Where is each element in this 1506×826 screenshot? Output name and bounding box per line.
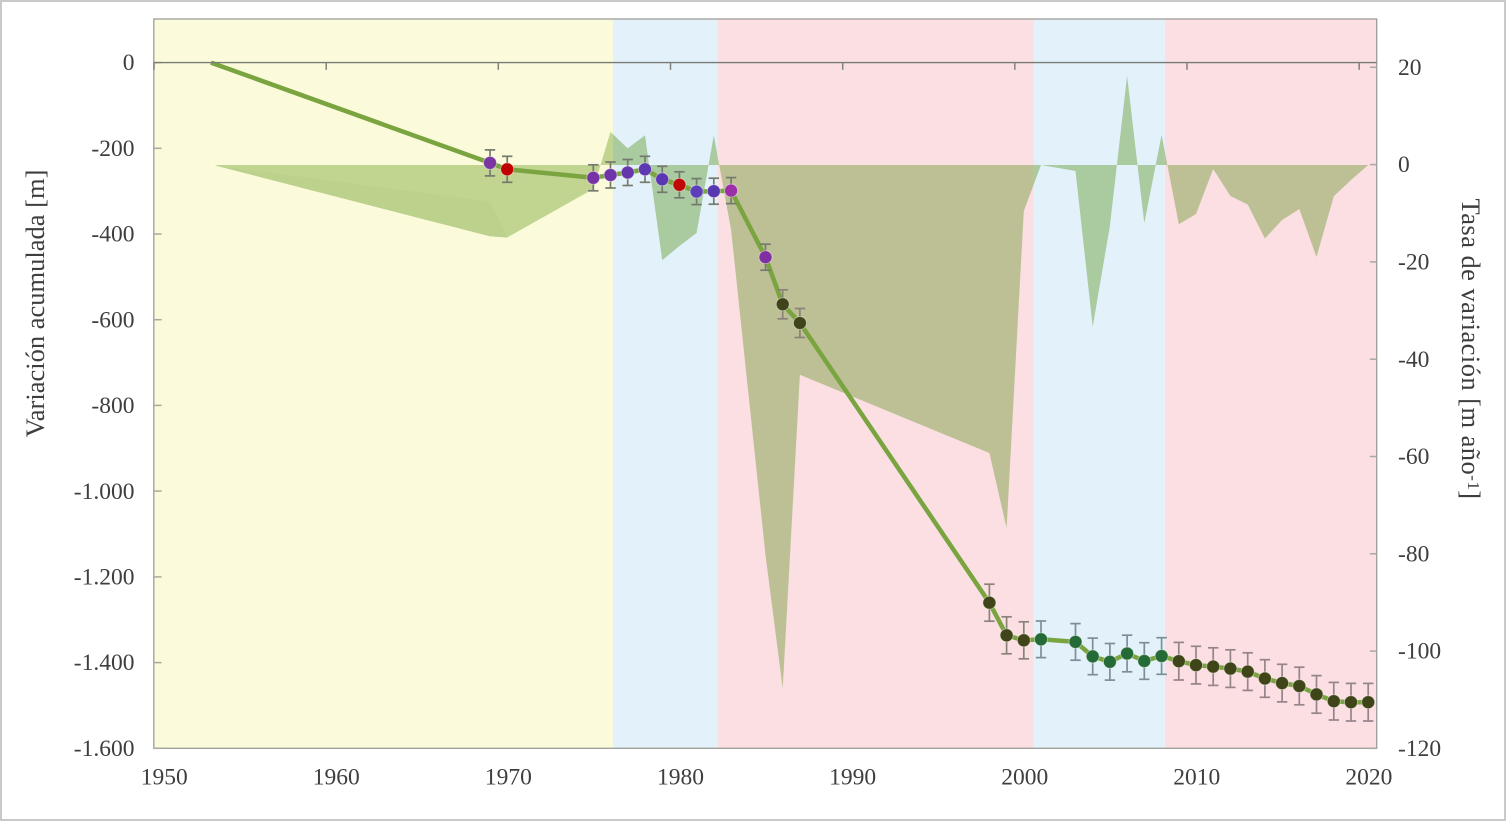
svg-text:-40: -40	[1398, 347, 1429, 373]
svg-text:1980: 1980	[657, 765, 704, 791]
svg-text:-600: -600	[91, 307, 134, 333]
svg-text:-800: -800	[91, 393, 134, 419]
svg-text:2000: 2000	[1001, 765, 1048, 791]
svg-text:2020: 2020	[1345, 765, 1392, 791]
svg-text:-80: -80	[1398, 541, 1429, 567]
svg-text:1990: 1990	[829, 765, 876, 791]
svg-text:-1.200: -1.200	[74, 565, 135, 591]
svg-text:-100: -100	[1398, 639, 1441, 665]
svg-text:1970: 1970	[485, 765, 532, 791]
svg-text:-60: -60	[1398, 444, 1429, 470]
svg-text:-1.400: -1.400	[74, 650, 135, 676]
svg-text:-1.000: -1.000	[74, 479, 135, 505]
svg-text:0: 0	[1398, 152, 1410, 178]
svg-text:2010: 2010	[1173, 765, 1220, 791]
svg-text:Tasa de variación [m año-1]: Tasa de variación [m año-1]	[1456, 198, 1486, 499]
svg-text:-400: -400	[91, 222, 134, 248]
svg-text:-200: -200	[91, 136, 134, 162]
svg-text:1960: 1960	[313, 765, 360, 791]
svg-text:1950: 1950	[141, 765, 188, 791]
svg-text:-20: -20	[1398, 250, 1429, 276]
svg-text:Variación acumulada [m]: Variación acumulada [m]	[20, 170, 50, 438]
svg-text:-1.600: -1.600	[74, 736, 135, 762]
svg-text:20: 20	[1398, 55, 1422, 81]
svg-text:0: 0	[123, 50, 135, 76]
svg-text:-120: -120	[1398, 736, 1441, 762]
